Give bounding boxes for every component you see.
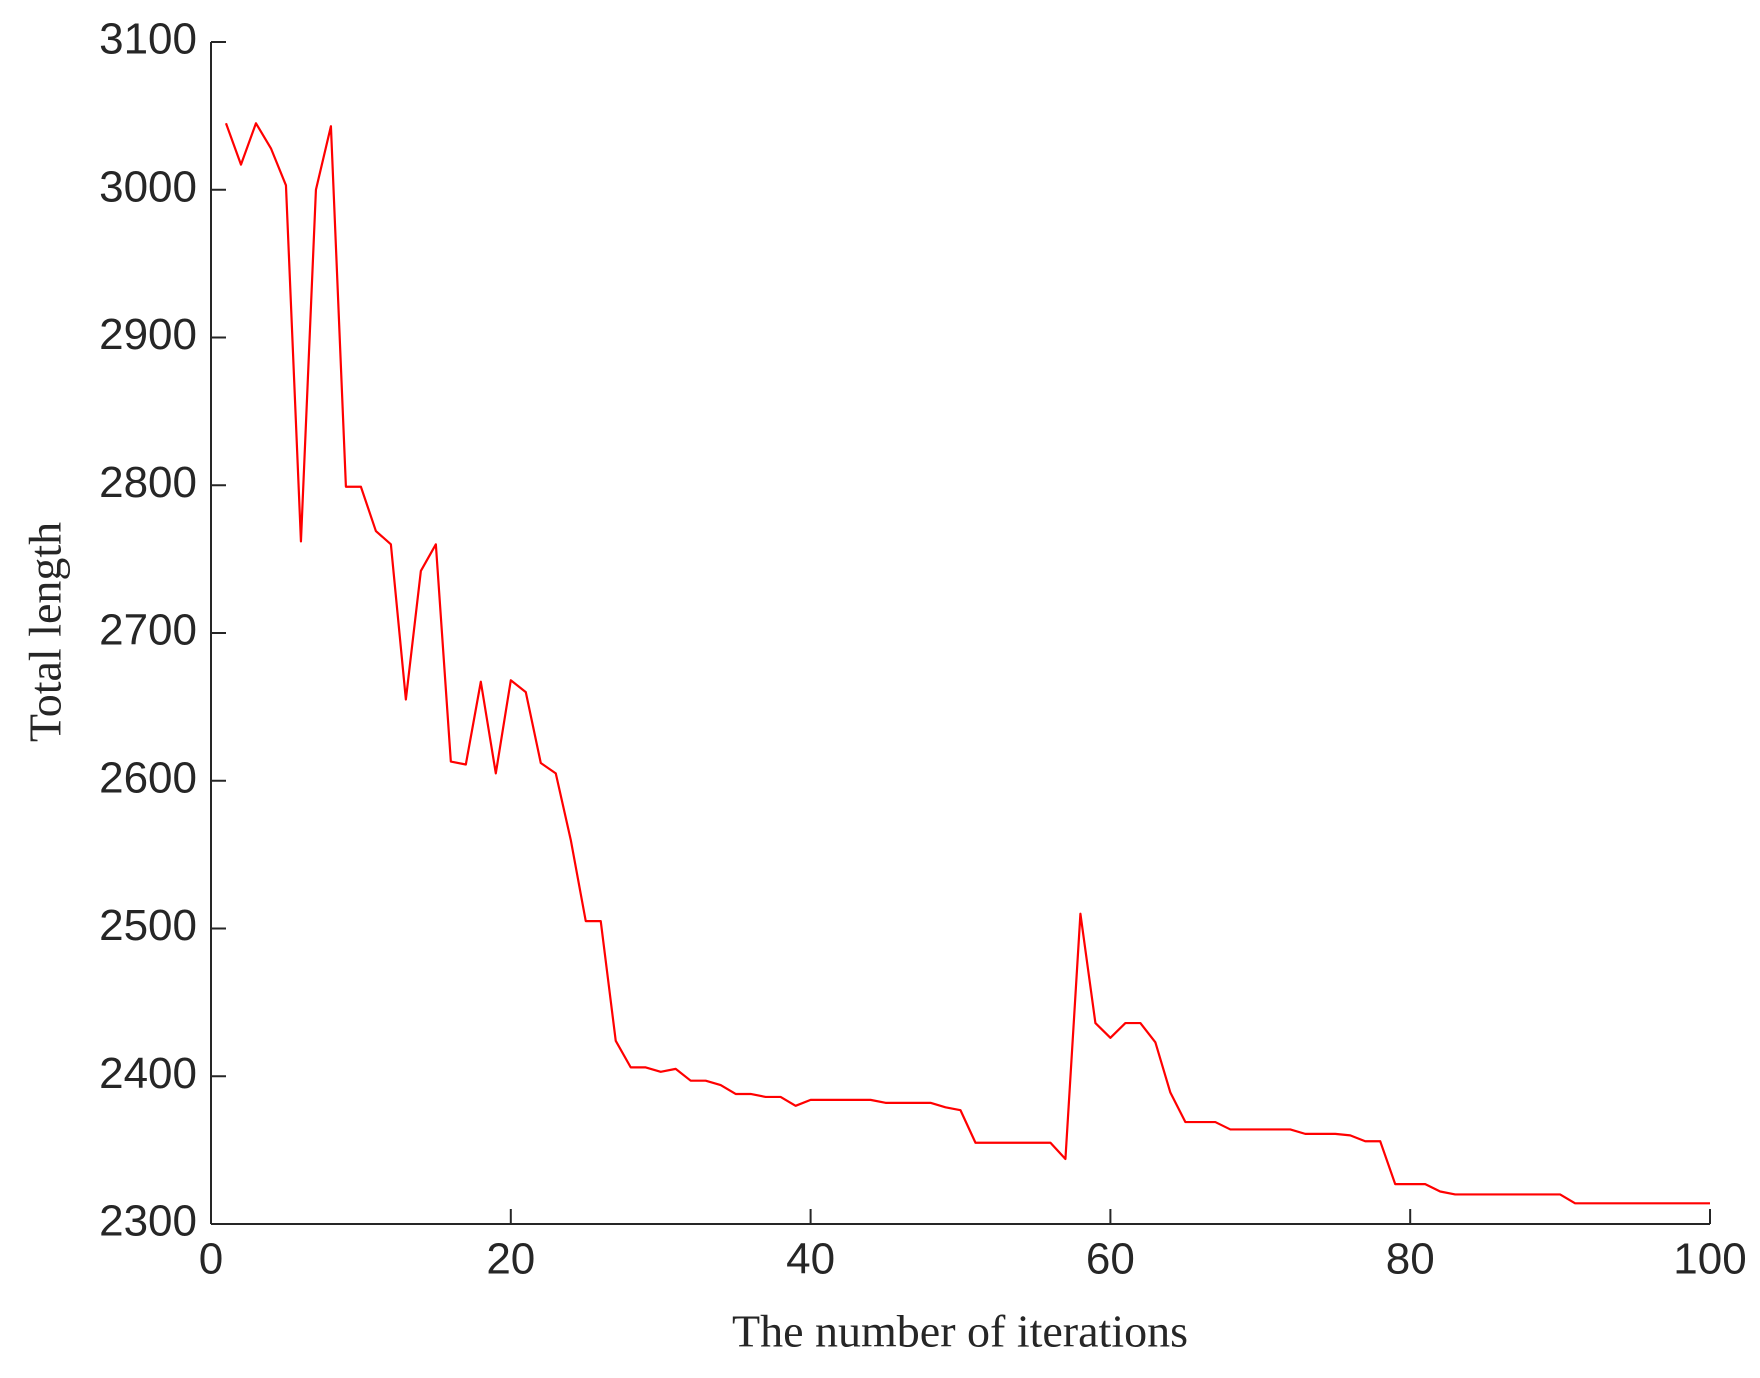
y-tick-label: 2900 <box>99 310 197 359</box>
x-tick-label: 60 <box>1086 1235 1135 1284</box>
y-tick-label: 2400 <box>99 1049 197 1098</box>
y-tick-label: 2300 <box>99 1197 197 1246</box>
y-tick-label: 3100 <box>99 15 197 64</box>
x-tick-label: 100 <box>1673 1235 1746 1284</box>
y-tick-label: 2600 <box>99 753 197 802</box>
x-axis-label: The number of iterations <box>732 1306 1188 1357</box>
y-tick-label: 2500 <box>99 901 197 950</box>
x-tick-label: 40 <box>786 1235 835 1284</box>
x-tick-label: 0 <box>199 1235 223 1284</box>
data-line <box>224 122 1710 1205</box>
y-tick-label: 2800 <box>99 458 197 507</box>
y-axis-label: Total length <box>20 522 71 742</box>
x-tick-label: 80 <box>1386 1235 1435 1284</box>
x-tick-label: 20 <box>486 1235 535 1284</box>
y-tick-label: 3000 <box>99 162 197 211</box>
y-tick-label: 2700 <box>99 606 197 655</box>
